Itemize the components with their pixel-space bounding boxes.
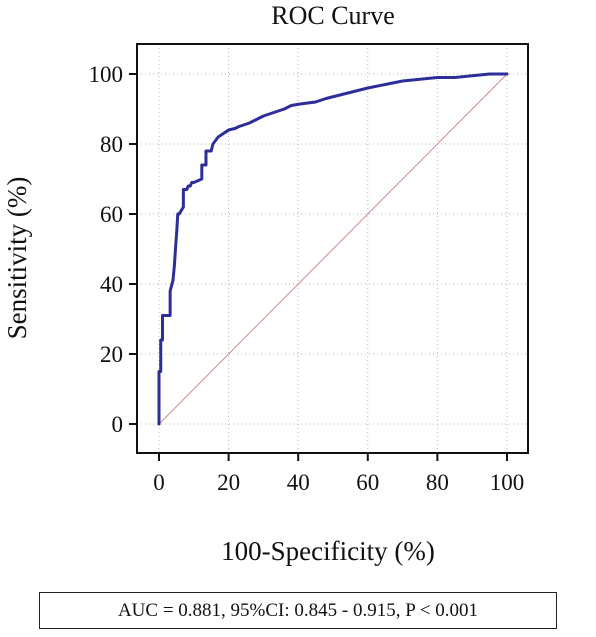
y-tick-label: 100 [89, 62, 124, 87]
roc-curve-line [157, 72, 509, 426]
roc-chart: ROC Curve Sensitivity (%) 100-Specificit… [2, 1, 529, 566]
x-axis-label: 100-Specificity (%) [221, 536, 435, 566]
x-tick-label: 60 [356, 470, 379, 495]
y-tick-label: 0 [112, 412, 124, 437]
x-tick-label: 0 [153, 470, 165, 495]
reference-diagonal-line [158, 73, 508, 425]
plot-background [137, 44, 528, 453]
x-tick-label: 100 [490, 470, 525, 495]
y-tick-label: 20 [100, 342, 123, 367]
x-tick-label: 80 [426, 470, 449, 495]
auc-statistics-box: AUC = 0.881, 95%CI: 0.845 - 0.915, P < 0… [39, 592, 557, 629]
y-tick-label: 80 [100, 132, 123, 157]
plot-area: 0 20 40 60 80 100 0 20 40 60 80 100 [89, 43, 529, 495]
y-axis-label: Sensitivity (%) [2, 177, 32, 340]
chart-title: ROC Curve [271, 1, 395, 30]
auc-statistics-text: AUC = 0.881, 95%CI: 0.845 - 0.915, P < 0… [117, 599, 479, 621]
plot-frame [136, 43, 529, 454]
y-tick-label: 60 [100, 202, 123, 227]
x-tick-label: 40 [287, 470, 310, 495]
x-tick-label: 20 [217, 470, 240, 495]
y-tick-label: 40 [100, 272, 123, 297]
